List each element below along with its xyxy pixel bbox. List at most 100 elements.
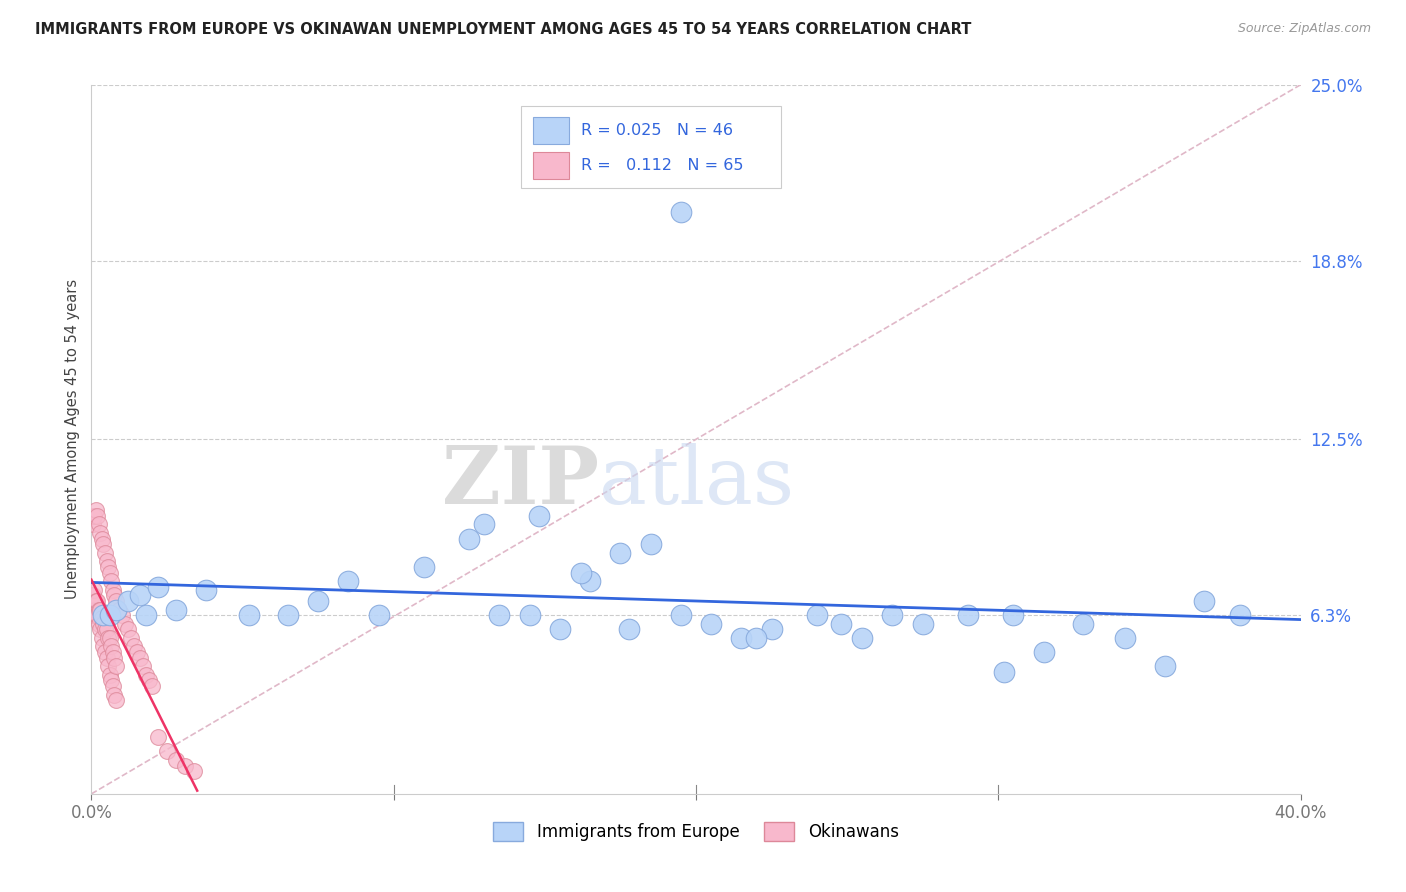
Point: [195, 582, 218, 597]
Point: [104, 659, 127, 673]
Point: [100, 640, 122, 654]
Point: [96, 554, 118, 568]
Point: [806, 608, 828, 623]
Point: [337, 574, 360, 589]
Point: [1032, 645, 1054, 659]
Point: [882, 608, 904, 623]
Point: [569, 566, 592, 580]
Bar: [533, 153, 569, 179]
Point: [117, 623, 139, 637]
Bar: [533, 117, 569, 144]
Point: [91, 631, 114, 645]
Point: [120, 631, 142, 645]
Point: [135, 667, 157, 681]
Point: [86, 608, 108, 623]
Point: [138, 673, 160, 688]
Point: [128, 588, 150, 602]
Point: [146, 730, 169, 744]
Point: [91, 611, 114, 625]
Text: R =   0.112   N = 65: R = 0.112 N = 65: [581, 158, 744, 173]
Point: [83, 582, 105, 597]
Point: [745, 631, 768, 645]
Point: [1071, 616, 1094, 631]
Point: [1002, 608, 1025, 623]
Point: [84, 503, 107, 517]
Point: [87, 602, 110, 616]
Point: [527, 508, 550, 523]
Point: [1114, 631, 1136, 645]
Point: [730, 631, 752, 645]
Point: [472, 517, 495, 532]
Point: [100, 673, 122, 688]
Point: [104, 602, 127, 616]
Point: [307, 594, 329, 608]
Text: atlas: atlas: [599, 442, 794, 521]
Point: [1229, 608, 1251, 623]
Point: [619, 623, 641, 637]
Point: [103, 650, 125, 665]
Point: [851, 631, 873, 645]
Point: [579, 574, 602, 589]
Point: [165, 602, 187, 616]
Point: [669, 205, 692, 219]
Point: [111, 608, 132, 623]
Point: [97, 659, 120, 673]
Point: [830, 616, 852, 631]
Point: [103, 588, 125, 602]
Text: R = 0.025   N = 46: R = 0.025 N = 46: [581, 122, 733, 137]
Point: [87, 517, 110, 532]
Point: [488, 608, 510, 623]
Point: [141, 679, 163, 693]
Point: [911, 616, 934, 631]
Point: [94, 645, 117, 659]
Point: [96, 623, 118, 637]
Point: [413, 560, 436, 574]
Point: [104, 594, 127, 608]
Point: [101, 679, 124, 693]
Point: [165, 753, 187, 767]
Point: [104, 693, 127, 707]
Point: [700, 616, 723, 631]
Point: [98, 667, 121, 681]
Point: [94, 623, 117, 637]
Point: [97, 631, 120, 645]
Point: [82, 588, 104, 602]
Text: Source: ZipAtlas.com: Source: ZipAtlas.com: [1237, 22, 1371, 36]
Bar: [520, 106, 780, 187]
Point: [89, 623, 111, 637]
Point: [82, 517, 104, 532]
Point: [128, 650, 150, 665]
Point: [135, 608, 157, 623]
Point: [146, 580, 169, 594]
Legend: Immigrants from Europe, Okinawans: Immigrants from Europe, Okinawans: [485, 814, 907, 849]
Point: [101, 582, 124, 597]
Point: [91, 532, 114, 546]
Point: [761, 623, 783, 637]
Point: [83, 602, 105, 616]
Point: [83, 508, 105, 523]
Point: [82, 608, 104, 623]
Text: ZIP: ZIP: [443, 442, 599, 521]
Point: [93, 640, 115, 654]
Point: [238, 608, 260, 623]
Point: [277, 608, 299, 623]
Point: [122, 640, 145, 654]
Point: [98, 566, 121, 580]
Point: [1153, 659, 1175, 673]
Point: [101, 645, 124, 659]
Point: [669, 608, 692, 623]
Point: [93, 608, 115, 623]
Point: [93, 616, 115, 631]
Point: [84, 594, 107, 608]
Point: [87, 616, 110, 631]
Point: [89, 602, 111, 616]
Point: [174, 758, 197, 772]
Point: [94, 546, 117, 560]
Point: [98, 631, 121, 645]
Point: [367, 608, 389, 623]
Point: [98, 608, 121, 623]
Point: [956, 608, 979, 623]
Point: [89, 525, 111, 540]
Point: [458, 532, 481, 546]
Point: [107, 602, 129, 616]
